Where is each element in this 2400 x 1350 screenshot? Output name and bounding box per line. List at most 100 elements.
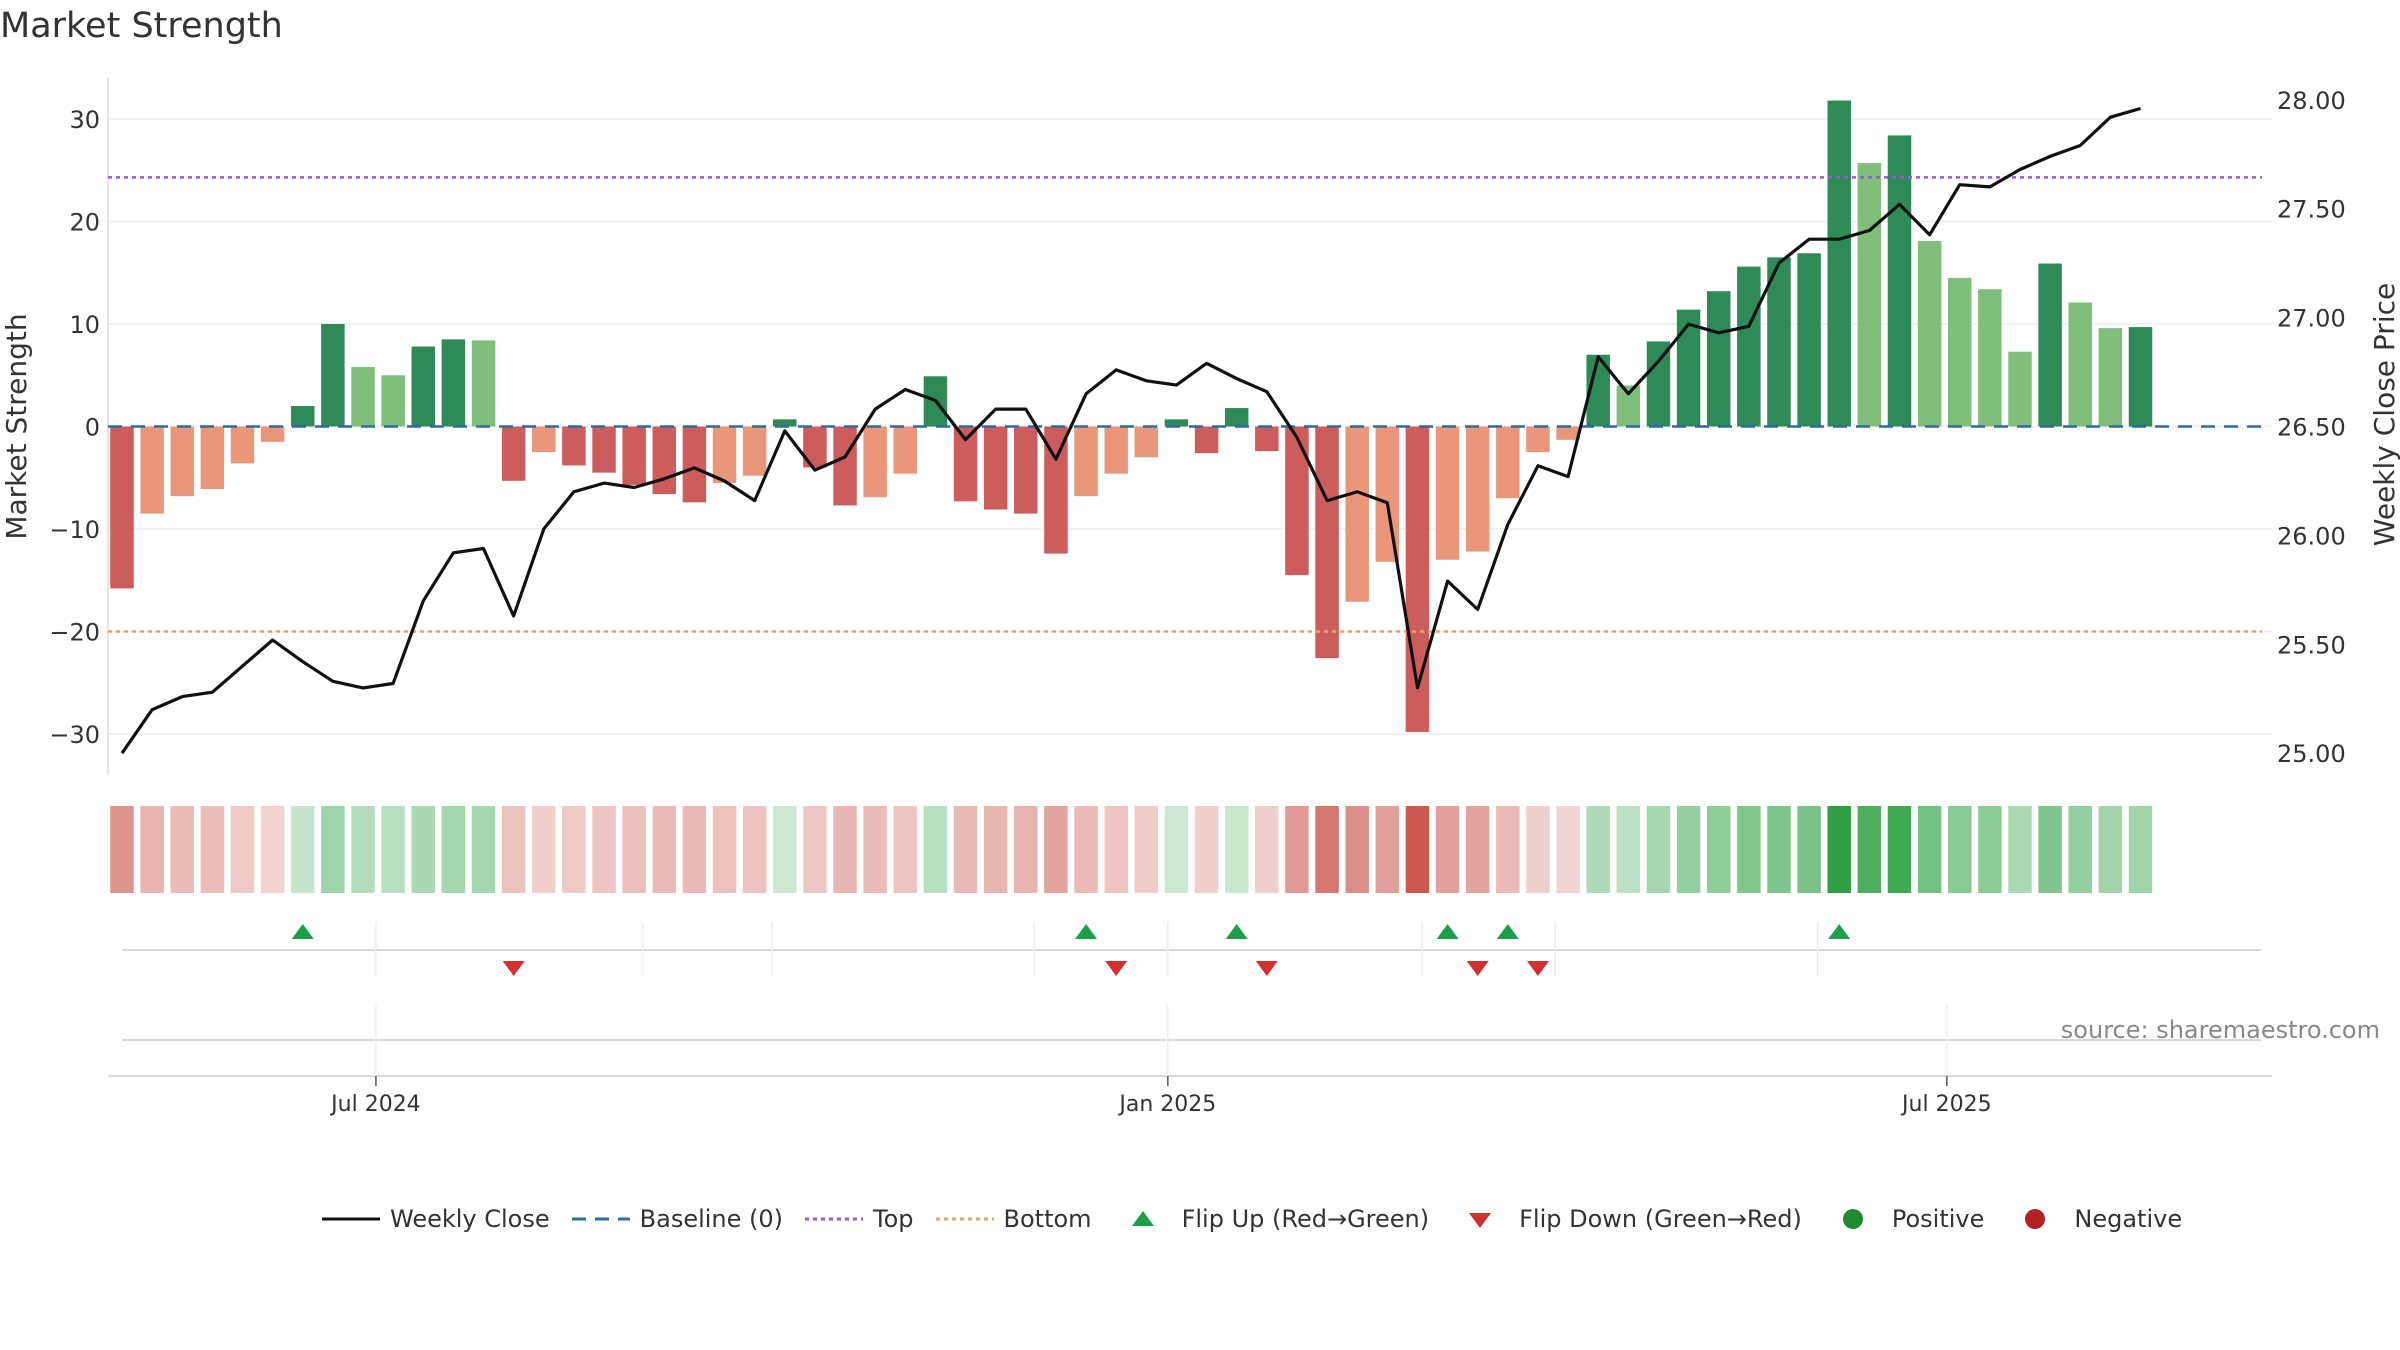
- strength-bar: [592, 426, 616, 473]
- heat-cell: [291, 806, 315, 893]
- legend-label: Flip Down (Green→Red): [1519, 1205, 1802, 1233]
- flip-up-marker: [1828, 924, 1851, 939]
- strength-bar: [260, 426, 285, 442]
- heat-cell: [1616, 806, 1641, 893]
- legend-item-weekly-close: Weekly Close: [322, 1205, 550, 1233]
- heat-cell: [230, 806, 255, 893]
- strength-bar: [773, 419, 797, 427]
- heat-cell: [1827, 806, 1851, 893]
- strength-bar: [1646, 341, 1671, 427]
- strength-bar: [1044, 426, 1068, 554]
- y-tick-label: 0: [85, 414, 100, 442]
- strength-bar: [1556, 426, 1580, 440]
- strength-bar: [953, 426, 978, 502]
- heat-cell: [1315, 806, 1339, 893]
- heat-cell: [983, 806, 1008, 893]
- strength-bar: [1767, 257, 1791, 427]
- y2-tick-label: 26.50: [2277, 414, 2346, 442]
- heat-cell: [170, 806, 195, 893]
- strength-bar: [1465, 426, 1490, 552]
- strength-bar: [1074, 426, 1098, 497]
- heat-cell: [1978, 806, 2002, 893]
- legend-label: Weekly Close: [390, 1205, 550, 1233]
- strength-bar: [1104, 426, 1128, 474]
- heat-cell: [1797, 806, 1821, 893]
- strength-bar: [1164, 419, 1189, 427]
- strength-bar: [562, 426, 586, 466]
- strength-bar: [1857, 163, 1882, 427]
- flip-up-marker: [1225, 924, 1248, 939]
- heat-cell: [1706, 806, 1731, 893]
- strength-bar: [351, 367, 375, 427]
- legend-item-bottom: Bottom: [935, 1205, 1092, 1233]
- flip-down-marker: [1526, 961, 1549, 976]
- heat-cell: [1586, 806, 1610, 893]
- legend-label: Flip Up (Red→Green): [1181, 1205, 1430, 1233]
- heat-cell: [2008, 806, 2032, 893]
- heat-cell: [1917, 806, 1942, 893]
- heat-cell: [411, 806, 436, 893]
- strength-bar: [803, 426, 827, 468]
- triangle-down-icon: [1469, 1213, 1492, 1228]
- strength-bar: [1194, 426, 1219, 454]
- y-tick-label: 10: [69, 311, 100, 339]
- flip-down-marker: [1255, 961, 1278, 976]
- heat-cell: [592, 806, 616, 893]
- legend-line-swatch: [322, 1217, 380, 1221]
- strength-bar: [712, 426, 737, 483]
- heat-cell: [923, 806, 948, 893]
- strength-bar: [1827, 100, 1851, 427]
- flip-down-marker: [502, 961, 525, 976]
- strength-bar: [110, 426, 134, 589]
- heat-cell: [1556, 806, 1580, 893]
- heat-cell: [1646, 806, 1671, 893]
- strength-bar: [1978, 289, 2002, 427]
- circle-icon: [2025, 1209, 2046, 1229]
- strength-bar: [893, 426, 918, 474]
- strength-bar: [1947, 277, 1972, 427]
- y2-tick-label: 25.00: [2277, 740, 2346, 768]
- legend-label: Bottom: [1003, 1205, 1092, 1233]
- heat-cell: [1164, 806, 1189, 893]
- strength-bar: [1345, 426, 1369, 602]
- heat-cell: [2038, 806, 2062, 893]
- strength-bar: [2008, 351, 2032, 427]
- heat-cell: [1496, 806, 1520, 893]
- strength-bar: [1616, 385, 1641, 427]
- y2-tick-label: 28.00: [2277, 87, 2346, 115]
- y-tick-label: 30: [69, 106, 100, 134]
- x-tick-label: Jul 2024: [329, 1092, 421, 1117]
- legend-item-negative: Negative: [2006, 1205, 2182, 1233]
- strength-bar: [1014, 426, 1038, 514]
- heat-cell: [1375, 806, 1400, 893]
- weekly-close-line: [120, 106, 2141, 755]
- heat-cell: [1737, 806, 1761, 893]
- strength-bar: [1887, 135, 1912, 427]
- heat-cell: [712, 806, 737, 893]
- legend-label: Positive: [1891, 1205, 1985, 1233]
- heat-cell: [501, 806, 526, 893]
- heat-cell: [110, 806, 134, 893]
- heat-cell: [1526, 806, 1550, 893]
- strength-bar: [200, 426, 225, 490]
- heat-cell: [1104, 806, 1128, 893]
- chart-title: Market Strength: [0, 6, 283, 46]
- y-tick-label: 20: [69, 209, 100, 237]
- x-tick-label: Jan 2025: [1117, 1092, 1216, 1117]
- strength-bar: [1224, 408, 1249, 427]
- strength-bar: [833, 426, 857, 506]
- heat-cell: [471, 806, 496, 893]
- heat-cell: [2098, 806, 2123, 893]
- heat-cell: [1194, 806, 1219, 893]
- strength-bar: [1797, 253, 1821, 427]
- strength-bar: [1285, 426, 1309, 576]
- flip-up-marker: [291, 924, 314, 939]
- strength-bar: [230, 426, 255, 464]
- strength-bar: [1676, 309, 1701, 427]
- heat-cell: [1285, 806, 1309, 893]
- legend-item-flip-up: Flip Up (Red→Green): [1114, 1205, 1430, 1233]
- y-tick-label: −30: [49, 721, 100, 749]
- legend-label: Negative: [2074, 1205, 2183, 1233]
- y2-tick-label: 27.00: [2277, 305, 2346, 333]
- strength-bar: [1706, 291, 1731, 427]
